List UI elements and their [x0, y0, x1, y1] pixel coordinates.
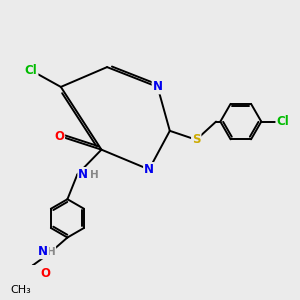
Text: Cl: Cl	[25, 64, 38, 77]
Text: N: N	[144, 163, 154, 176]
Text: N: N	[38, 245, 48, 258]
Text: N: N	[153, 80, 163, 93]
Text: O: O	[40, 267, 50, 280]
Text: H: H	[90, 170, 99, 180]
Text: S: S	[192, 133, 200, 146]
Text: Cl: Cl	[276, 115, 289, 128]
Text: O: O	[54, 130, 64, 143]
Text: H: H	[46, 247, 55, 257]
Text: N: N	[78, 168, 88, 181]
Text: CH₃: CH₃	[11, 285, 32, 296]
